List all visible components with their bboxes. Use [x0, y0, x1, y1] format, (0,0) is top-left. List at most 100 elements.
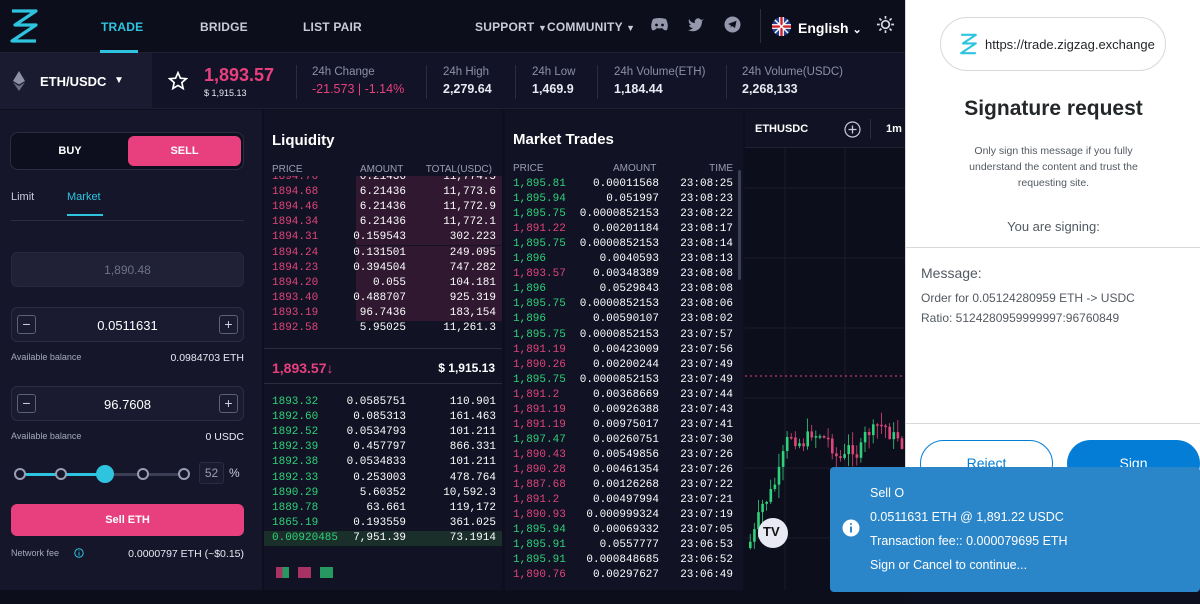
language-selector[interactable]: English ⌄: [798, 20, 862, 36]
limit-tab[interactable]: Limit: [11, 191, 35, 203]
theme-toggle-sun-icon[interactable]: [876, 15, 895, 34]
book-row[interactable]: 1892.38 0.0534833 101.211: [264, 455, 502, 470]
book-row[interactable]: 1894.20 0.055 104.181: [264, 275, 502, 291]
sell-eth-button[interactable]: Sell ETH: [11, 504, 244, 536]
nav-divider: [760, 9, 761, 43]
book-row[interactable]: 0.00920485 7,951.39 73.1914: [264, 530, 502, 546]
tradingview-logo-icon[interactable]: TV: [758, 518, 788, 548]
chevron-down-icon: ▼: [626, 23, 636, 33]
book-amount-cell: 96.7436: [359, 306, 406, 319]
trade-price-cell: 1,890.93: [513, 509, 566, 522]
total-increment-button[interactable]: +: [219, 394, 238, 413]
slider-stop[interactable]: [137, 468, 149, 480]
price-input[interactable]: 1,890.48: [11, 252, 244, 287]
trade-time-cell: 23:07:41: [680, 418, 733, 431]
book-row[interactable]: 1893.40 0.488707 925.319: [264, 290, 502, 306]
trade-time-cell: 23:06:52: [680, 554, 733, 567]
book-row[interactable]: 1890.29 5.60352 10,592.3: [264, 486, 502, 501]
sell-tab-button[interactable]: SELL: [128, 136, 241, 166]
book-total-cell: 119,172: [449, 501, 496, 514]
zigzag-logo-icon[interactable]: [9, 8, 39, 44]
book-row[interactable]: 1892.58 5.95025 11,261.3: [264, 321, 502, 336]
stat-24h-volume-usdc-value: 2,268,133: [742, 82, 798, 96]
candle-body: [749, 541, 752, 548]
book-row[interactable]: 1894.70 0.21436 11,774.5: [264, 176, 502, 185]
twitter-icon[interactable]: [688, 17, 705, 32]
amount-increment-button[interactable]: +: [219, 315, 238, 334]
candle-body: [888, 426, 891, 440]
book-price-cell: 1892.33: [272, 471, 319, 484]
telegram-icon[interactable]: [724, 16, 741, 33]
book-row[interactable]: 1894.23 0.394504 747.282: [264, 260, 502, 276]
market-tab[interactable]: Market: [67, 191, 101, 203]
trade-price-cell: 1,896: [513, 283, 547, 296]
total-input-value: 96.7608: [104, 397, 151, 412]
book-divider: [264, 383, 502, 384]
amount-input[interactable]: − 0.0511631 +: [11, 307, 244, 342]
book-total-cell: 249.095: [449, 246, 496, 259]
book-row[interactable]: 1894.24 0.131501 249.095: [264, 245, 502, 261]
nav-bridge-link[interactable]: BRIDGE: [200, 20, 248, 34]
total-input[interactable]: − 96.7608 +: [11, 386, 244, 421]
trade-amount-cell: 0.000999324: [586, 509, 659, 522]
candle-body: [851, 445, 855, 455]
total-decrement-button[interactable]: −: [17, 394, 36, 413]
both-view-icon[interactable]: [276, 567, 289, 578]
book-row[interactable]: 1892.33 0.253003 478.764: [264, 471, 502, 486]
trades-col-amount: AMOUNT: [613, 163, 657, 174]
bids-view-icon[interactable]: [320, 567, 333, 578]
buy-tab-button[interactable]: BUY: [58, 145, 82, 157]
book-row[interactable]: 1894.31 0.159543 302.223: [264, 230, 502, 246]
book-row[interactable]: 1892.60 0.085313 161.463: [264, 410, 502, 425]
book-row[interactable]: 1892.39 0.457797 866.331: [264, 440, 502, 455]
mid-price: 1,893.57↓: [272, 360, 334, 376]
slider-stop[interactable]: [14, 468, 26, 480]
book-row[interactable]: 1865.19 0.193559 361.025: [264, 516, 502, 531]
pending-order-toast[interactable]: Sell O 0.0511631 ETH @ 1,891.22 USDC Tra…: [830, 467, 1200, 592]
book-row[interactable]: 1893.19 96.7436 183,154: [264, 305, 502, 321]
book-row[interactable]: 1894.34 6.21436 11,772.1: [264, 215, 502, 231]
candle-body: [831, 438, 834, 454]
favorite-star-icon[interactable]: [168, 71, 188, 91]
amount-decrement-button[interactable]: −: [17, 315, 36, 334]
percent-slider[interactable]: [14, 465, 190, 483]
trades-scrollbar[interactable]: [738, 170, 741, 280]
nav-list-pair-link[interactable]: LIST PAIR: [303, 20, 362, 34]
candle-body: [835, 453, 838, 457]
candle-body: [781, 451, 785, 467]
site-url: https://trade.zigzag.exchange: [985, 37, 1155, 52]
book-row[interactable]: 1892.52 0.0534793 101.211: [264, 425, 502, 440]
book-total-cell: 925.319: [449, 291, 496, 304]
discord-icon[interactable]: [650, 17, 669, 32]
trade-amount-cell: 0.00260751: [592, 433, 659, 446]
nav-trade-link[interactable]: TRADE: [101, 20, 144, 34]
chart-interval[interactable]: 1m: [886, 123, 902, 135]
trade-amount-cell: 0.0000852153: [579, 238, 659, 251]
trade-price-cell: 1,890.76: [513, 569, 566, 582]
slider-stop[interactable]: [55, 468, 67, 480]
trade-row: 1,895.94 0.051997 23:08:23: [505, 192, 737, 207]
wallet-divider: [906, 423, 1200, 424]
trade-amount-cell: 0.00011568: [592, 178, 659, 190]
percent-value: 52: [204, 466, 219, 480]
depth-bar: [356, 215, 502, 231]
trade-row: 1,896 0.0040593 23:08:13: [505, 252, 737, 267]
book-row[interactable]: 1893.32 0.0585751 110.901: [264, 395, 502, 410]
book-price-cell: 1894.20: [272, 276, 319, 289]
info-icon[interactable]: [74, 548, 84, 558]
slider-stop[interactable]: [178, 468, 190, 480]
slider-thumb[interactable]: [96, 465, 115, 483]
asks-view-icon[interactable]: [298, 567, 311, 578]
add-indicator-icon[interactable]: [844, 121, 861, 138]
percent-input[interactable]: 52: [199, 462, 224, 484]
pair-selector[interactable]: ETH/USDC ▼: [0, 53, 152, 109]
candle-body: [806, 431, 809, 447]
book-row[interactable]: 1894.68 6.21436 11,773.6: [264, 185, 502, 201]
chevron-down-icon: ⌄: [852, 24, 862, 36]
nav-support-dropdown[interactable]: SUPPORT ▼: [475, 20, 547, 34]
nav-community-dropdown[interactable]: COMMUNITY ▼: [547, 20, 635, 34]
stat-24h-high-value: 2,279.64: [443, 82, 492, 96]
book-row[interactable]: 1894.46 6.21436 11,772.9: [264, 200, 502, 216]
book-row[interactable]: 1889.78 63.661 119,172: [264, 501, 502, 516]
trade-time-cell: 23:07:44: [680, 388, 733, 401]
